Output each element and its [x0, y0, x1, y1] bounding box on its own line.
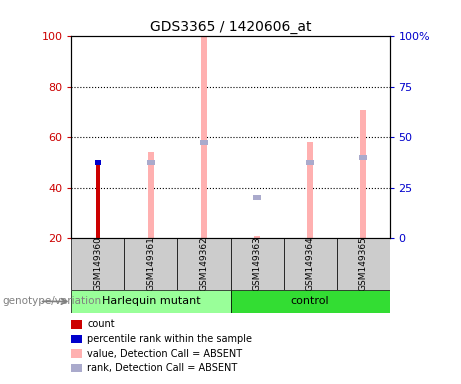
Bar [177, 238, 230, 290]
Bar [306, 160, 314, 165]
Text: rank, Detection Call = ABSENT: rank, Detection Call = ABSENT [87, 363, 237, 373]
Bar [201, 36, 207, 238]
Bar [307, 142, 313, 238]
Text: GSM149363: GSM149363 [253, 237, 261, 291]
Bar [230, 238, 284, 290]
Text: Harlequin mutant: Harlequin mutant [102, 296, 200, 306]
Bar [284, 238, 337, 290]
Text: GSM149364: GSM149364 [306, 237, 314, 291]
Bar [360, 109, 366, 238]
Bar [337, 238, 390, 290]
Bar [230, 290, 390, 313]
Bar [124, 238, 177, 290]
Text: genotype/variation: genotype/variation [2, 296, 101, 306]
Title: GDS3365 / 1420606_at: GDS3365 / 1420606_at [150, 20, 311, 34]
Bar [253, 195, 261, 200]
Text: control: control [291, 296, 329, 306]
Text: GSM149360: GSM149360 [94, 237, 102, 291]
Bar [96, 165, 100, 238]
Bar [71, 238, 124, 290]
Bar [254, 236, 260, 238]
Text: GSM149362: GSM149362 [200, 237, 208, 291]
Bar [71, 290, 230, 313]
Text: value, Detection Call = ABSENT: value, Detection Call = ABSENT [87, 349, 242, 359]
Text: percentile rank within the sample: percentile rank within the sample [87, 334, 252, 344]
Bar [200, 140, 208, 145]
Text: GSM149365: GSM149365 [359, 237, 367, 291]
Bar [147, 160, 155, 165]
Text: count: count [87, 319, 115, 329]
Bar [359, 155, 367, 160]
Bar [148, 152, 154, 238]
Bar [95, 160, 100, 165]
Text: GSM149361: GSM149361 [147, 237, 155, 291]
